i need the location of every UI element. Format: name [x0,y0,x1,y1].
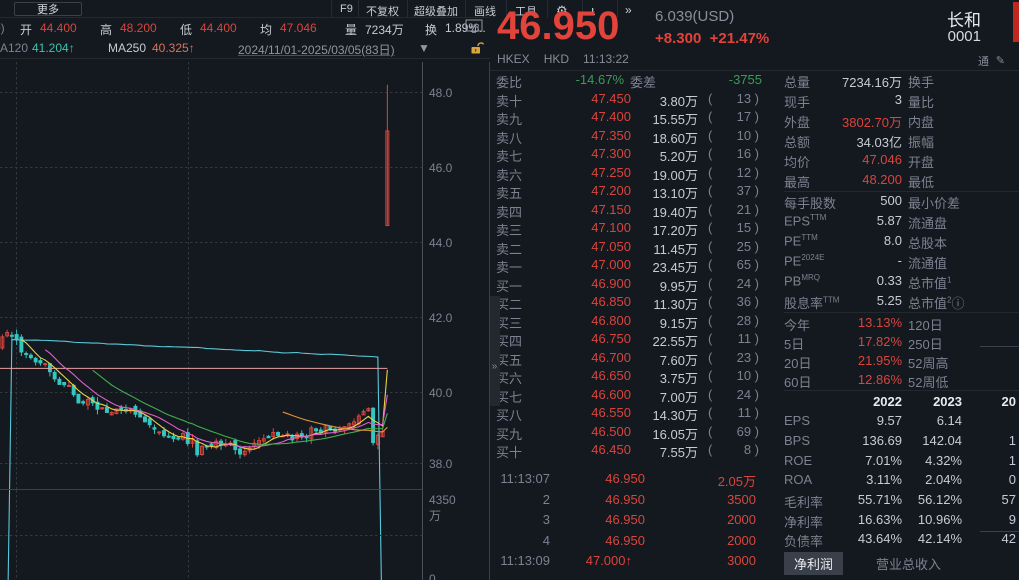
svg-text:WP: WP [469,24,479,31]
